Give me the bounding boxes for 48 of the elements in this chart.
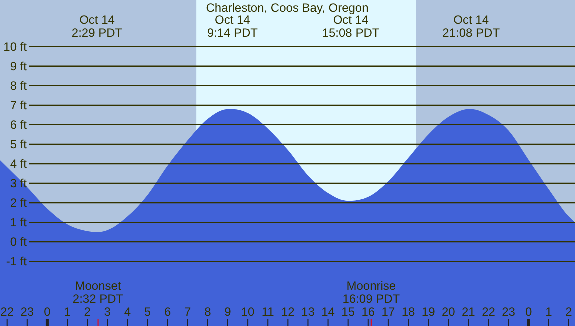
annotation: Oct 14 21:08 PDT: [442, 13, 501, 40]
x-tick-label: 9: [224, 305, 232, 319]
chart-title: Charleston, Coos Bay, Oregon: [206, 1, 369, 15]
x-tick-label: 10: [241, 305, 256, 319]
x-tick-label: 21: [462, 305, 476, 319]
y-tick-label: 6 ft: [10, 118, 28, 132]
x-tick-label: 5: [144, 305, 152, 319]
x-tick-label: 0: [44, 305, 52, 319]
y-tick-label: 4 ft: [10, 156, 28, 171]
x-tick-label: 15: [342, 305, 356, 319]
x-tick-label: 13: [302, 305, 316, 319]
x-tick-label: 23: [20, 305, 34, 319]
annotation: Moonrise 16:09 PDT: [342, 279, 401, 306]
annotation: Oct 14 15:08 PDT: [322, 13, 380, 40]
x-tick-label: 8: [204, 305, 212, 319]
y-tick-label: 5 ft: [10, 137, 28, 152]
x-tick-label: 12: [281, 305, 296, 319]
x-tick-label: 23: [502, 305, 516, 319]
x-tick-label: 22: [0, 305, 14, 319]
x-tick-label: 1: [64, 305, 72, 319]
y-tick-label: 3 ft: [10, 176, 28, 190]
x-tick-label: 7: [184, 305, 192, 319]
x-tick-label: 3: [104, 305, 112, 319]
x-tick-label: 2: [84, 305, 92, 319]
x-tick-label: 19: [422, 305, 436, 319]
y-tick-label: 0 ft: [10, 235, 28, 250]
x-tick-label: 16: [362, 305, 376, 319]
y-tick-label: 7 ft: [10, 98, 28, 112]
x-tick-label: 17: [382, 305, 396, 319]
x-tick-label: 14: [322, 305, 336, 319]
x-tick-label: 22: [482, 305, 496, 319]
x-tick-label: 11: [262, 305, 275, 319]
annotation: Moonset 2:32 PDT: [72, 279, 124, 306]
x-tick-label: 6: [164, 305, 172, 319]
y-tick-label: 8 ft: [10, 78, 28, 93]
x-tick-label: 20: [442, 305, 456, 319]
x-tick-label: 18: [402, 305, 416, 319]
annotation: Oct 14 9:14 PDT: [207, 13, 259, 40]
x-tick-label: 1: [546, 305, 553, 319]
x-tick-label: 2: [566, 305, 573, 319]
annotation: Oct 14 2:29 PDT: [72, 13, 124, 40]
y-tick-label: 10 ft: [4, 40, 28, 54]
x-tick-label: 0: [526, 305, 533, 319]
x-tick-label: 4: [124, 305, 132, 319]
y-tick-label: 1 ft: [10, 216, 28, 230]
y-tick-label: 9 ft: [10, 59, 28, 74]
y-tick-label: 2 ft: [10, 196, 28, 210]
y-tick-label: -1 ft: [6, 254, 28, 269]
